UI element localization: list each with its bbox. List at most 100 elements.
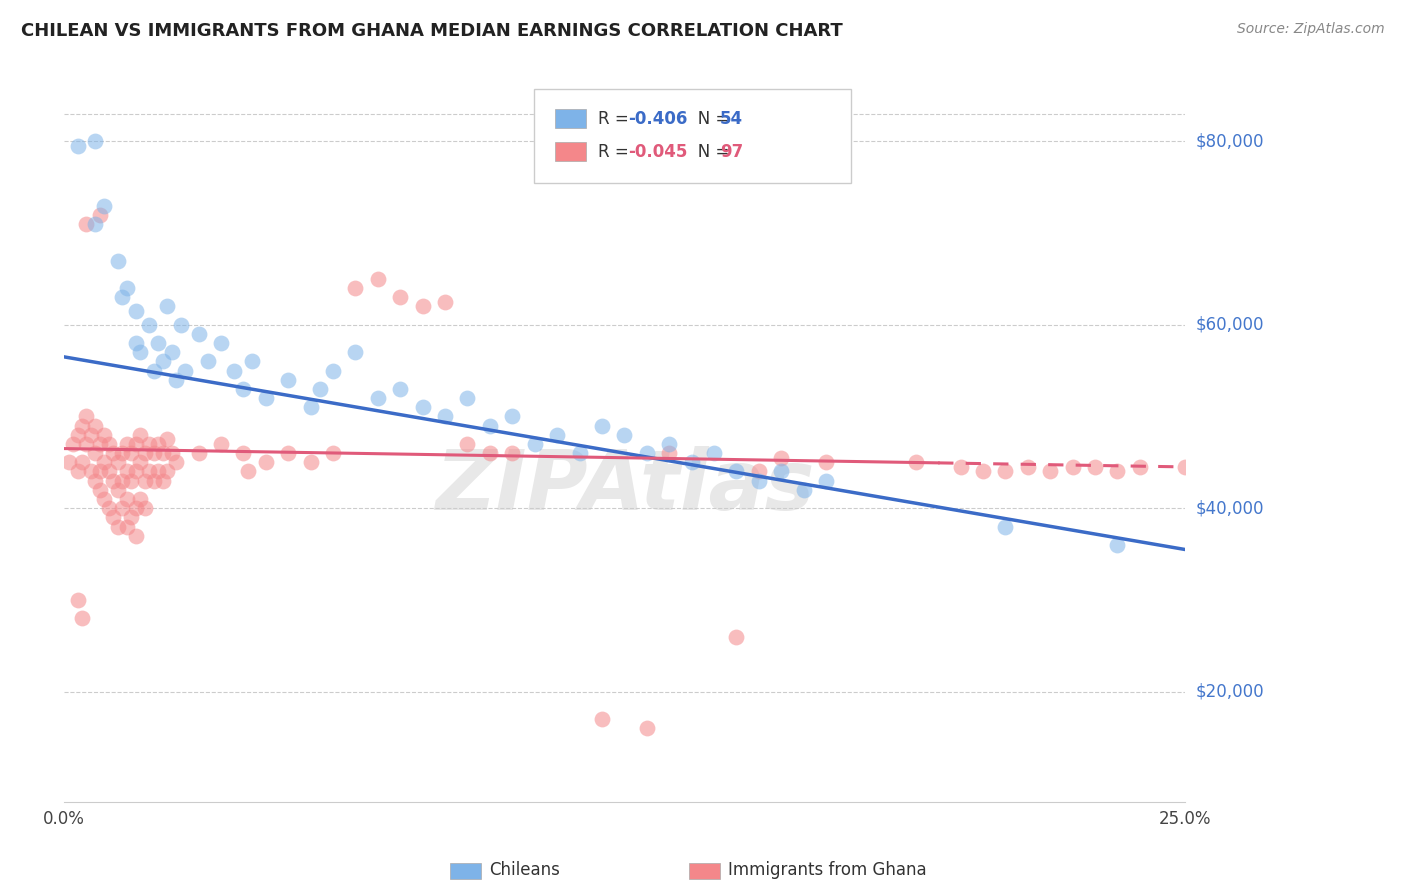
Point bbox=[115, 437, 138, 451]
Point bbox=[58, 455, 80, 469]
Point bbox=[994, 519, 1017, 533]
Point bbox=[636, 446, 658, 460]
Point bbox=[152, 446, 174, 460]
Point bbox=[240, 354, 263, 368]
Point bbox=[457, 391, 479, 405]
Point bbox=[70, 455, 93, 469]
Point bbox=[125, 304, 148, 318]
Text: -0.406: -0.406 bbox=[628, 110, 688, 128]
Point bbox=[115, 465, 138, 479]
Text: -0.045: -0.045 bbox=[628, 143, 688, 161]
Point bbox=[681, 455, 703, 469]
Point bbox=[152, 354, 174, 368]
Point bbox=[152, 474, 174, 488]
Point bbox=[129, 491, 152, 506]
Point bbox=[84, 418, 107, 433]
Point bbox=[115, 491, 138, 506]
Point bbox=[770, 450, 793, 465]
Point bbox=[107, 253, 129, 268]
Point bbox=[66, 593, 89, 607]
Point bbox=[103, 446, 125, 460]
Point bbox=[187, 326, 209, 341]
Point bbox=[111, 501, 134, 516]
Point bbox=[1039, 465, 1062, 479]
Point bbox=[160, 446, 183, 460]
Point bbox=[389, 382, 412, 396]
Point bbox=[412, 401, 434, 415]
Point bbox=[160, 345, 183, 359]
Text: Source: ZipAtlas.com: Source: ZipAtlas.com bbox=[1237, 22, 1385, 37]
Point bbox=[322, 363, 344, 377]
Point bbox=[457, 437, 479, 451]
Point bbox=[793, 483, 815, 497]
Point bbox=[125, 529, 148, 543]
Text: R =: R = bbox=[598, 110, 634, 128]
Point bbox=[111, 290, 134, 304]
Point bbox=[174, 363, 197, 377]
Point bbox=[89, 437, 111, 451]
Point bbox=[62, 437, 84, 451]
Point bbox=[478, 446, 501, 460]
Point bbox=[134, 501, 156, 516]
Point bbox=[1174, 459, 1197, 474]
Point bbox=[949, 459, 972, 474]
Point bbox=[134, 474, 156, 488]
Point bbox=[134, 446, 156, 460]
Point bbox=[115, 519, 138, 533]
Point bbox=[636, 721, 658, 735]
Point bbox=[523, 437, 546, 451]
Point bbox=[156, 465, 179, 479]
Text: $80,000: $80,000 bbox=[1197, 132, 1264, 151]
Point bbox=[129, 345, 152, 359]
Point bbox=[97, 501, 120, 516]
Point bbox=[125, 501, 148, 516]
Point bbox=[344, 281, 367, 295]
Point bbox=[84, 446, 107, 460]
Point bbox=[156, 300, 179, 314]
Text: $20,000: $20,000 bbox=[1197, 682, 1264, 700]
Point bbox=[277, 446, 299, 460]
Point bbox=[344, 345, 367, 359]
Point bbox=[125, 336, 148, 351]
Point bbox=[1107, 538, 1129, 552]
Point bbox=[76, 217, 98, 231]
Point bbox=[703, 446, 725, 460]
Point bbox=[97, 465, 120, 479]
Point bbox=[1107, 465, 1129, 479]
Point bbox=[107, 455, 129, 469]
Point bbox=[97, 437, 120, 451]
Point bbox=[148, 465, 170, 479]
Text: N =: N = bbox=[682, 110, 734, 128]
Point bbox=[1084, 459, 1107, 474]
Point bbox=[748, 474, 770, 488]
Point bbox=[412, 300, 434, 314]
Point bbox=[84, 474, 107, 488]
Text: 54: 54 bbox=[720, 110, 742, 128]
Point bbox=[84, 217, 107, 231]
Point bbox=[299, 401, 322, 415]
Point bbox=[120, 446, 142, 460]
Point bbox=[197, 354, 219, 368]
Point bbox=[103, 474, 125, 488]
Point bbox=[84, 134, 107, 148]
Point bbox=[501, 409, 523, 424]
Point bbox=[308, 382, 330, 396]
Point bbox=[232, 446, 254, 460]
Point bbox=[93, 427, 115, 442]
Point bbox=[591, 712, 613, 726]
Point bbox=[120, 474, 142, 488]
Point bbox=[299, 455, 322, 469]
Point bbox=[107, 519, 129, 533]
Point bbox=[209, 437, 232, 451]
Point bbox=[93, 455, 115, 469]
Point bbox=[815, 455, 838, 469]
Point bbox=[70, 611, 93, 625]
Point bbox=[107, 483, 129, 497]
Point bbox=[224, 363, 246, 377]
Text: 97: 97 bbox=[720, 143, 744, 161]
Point bbox=[129, 427, 152, 442]
Point bbox=[165, 455, 187, 469]
Point bbox=[434, 294, 457, 309]
Point bbox=[89, 208, 111, 222]
Point bbox=[93, 491, 115, 506]
